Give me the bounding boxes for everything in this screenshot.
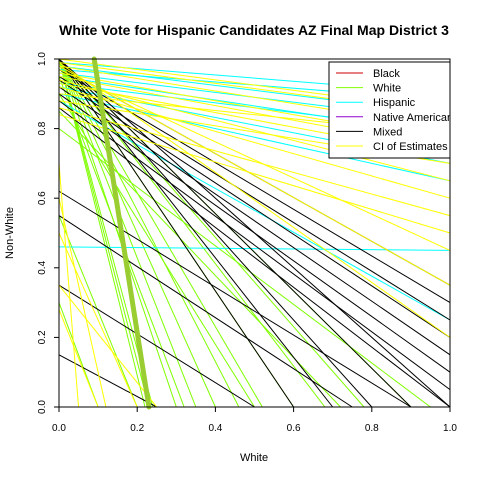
- x-tick-label: 0.6: [287, 423, 301, 434]
- series-line: [58, 284, 255, 408]
- legend-label: Black: [373, 68, 400, 80]
- series-line: [58, 114, 451, 234]
- x-axis: 0.0 0.2 0.4 0.6 0.8 1.0: [52, 407, 457, 434]
- highlighted-white-line: [91, 56, 152, 410]
- legend-label: White: [373, 83, 401, 95]
- series-line: [58, 93, 451, 373]
- series-line: [58, 198, 107, 408]
- legend: Black White Hispanic Native American Mixed CI…: [328, 61, 453, 159]
- x-axis-label: White: [240, 452, 268, 464]
- legend-label: Mixed: [373, 126, 402, 138]
- series-line: [58, 128, 431, 408]
- series-line: [58, 107, 451, 217]
- y-tick-label: 0.4: [37, 260, 48, 274]
- series-line: [58, 58, 412, 408]
- series-line: [58, 58, 373, 408]
- series-line: [58, 215, 353, 408]
- y-tick-label: 0.8: [37, 121, 48, 135]
- x-tick-label: 0.4: [208, 423, 222, 434]
- series-line: [58, 309, 99, 408]
- series-line: [58, 86, 451, 199]
- series-line: [58, 62, 451, 338]
- chart-title: White Vote for Hispanic Candidates AZ Fi…: [59, 22, 449, 38]
- series-line: [58, 100, 451, 321]
- series-line: [58, 65, 451, 286]
- legend-label: Native American: [373, 112, 453, 124]
- y-tick-label: 0.0: [37, 400, 48, 414]
- y-tick-label: 0.2: [37, 330, 48, 344]
- y-tick-label: 0.6: [37, 191, 48, 205]
- series-line: [58, 107, 451, 408]
- series-line: [58, 232, 138, 408]
- x-tick-label: 0.0: [52, 423, 66, 434]
- y-axis: 0.0 0.2 0.4 0.6 0.8 1.0: [37, 52, 59, 414]
- series-line: [58, 79, 451, 338]
- series-line: [58, 68, 451, 251]
- series-line: [58, 190, 412, 408]
- plot-frame: [58, 58, 451, 408]
- series-line: [58, 75, 451, 321]
- x-tick-label: 0.2: [130, 423, 144, 434]
- series-line: [58, 58, 263, 408]
- series-line: [58, 58, 295, 408]
- legend-label: Hispanic: [373, 97, 416, 109]
- legend-box: [328, 61, 451, 159]
- series-line: [58, 163, 80, 408]
- series-line: [58, 58, 365, 408]
- series-line: [58, 246, 451, 251]
- series-line: [58, 58, 177, 408]
- series-line: [58, 58, 216, 408]
- series-line: [58, 284, 158, 408]
- y-tick-label: 1.0: [37, 52, 48, 66]
- series-line: [58, 93, 255, 408]
- x-tick-label: 0.8: [365, 423, 379, 434]
- y-axis-label: Non-White: [4, 207, 16, 259]
- series-line: [58, 100, 451, 391]
- series-line: [58, 79, 451, 182]
- legend-label: CI of Estimates: [373, 141, 448, 153]
- x-tick-label: 1.0: [443, 423, 457, 434]
- series-line: [58, 86, 451, 356]
